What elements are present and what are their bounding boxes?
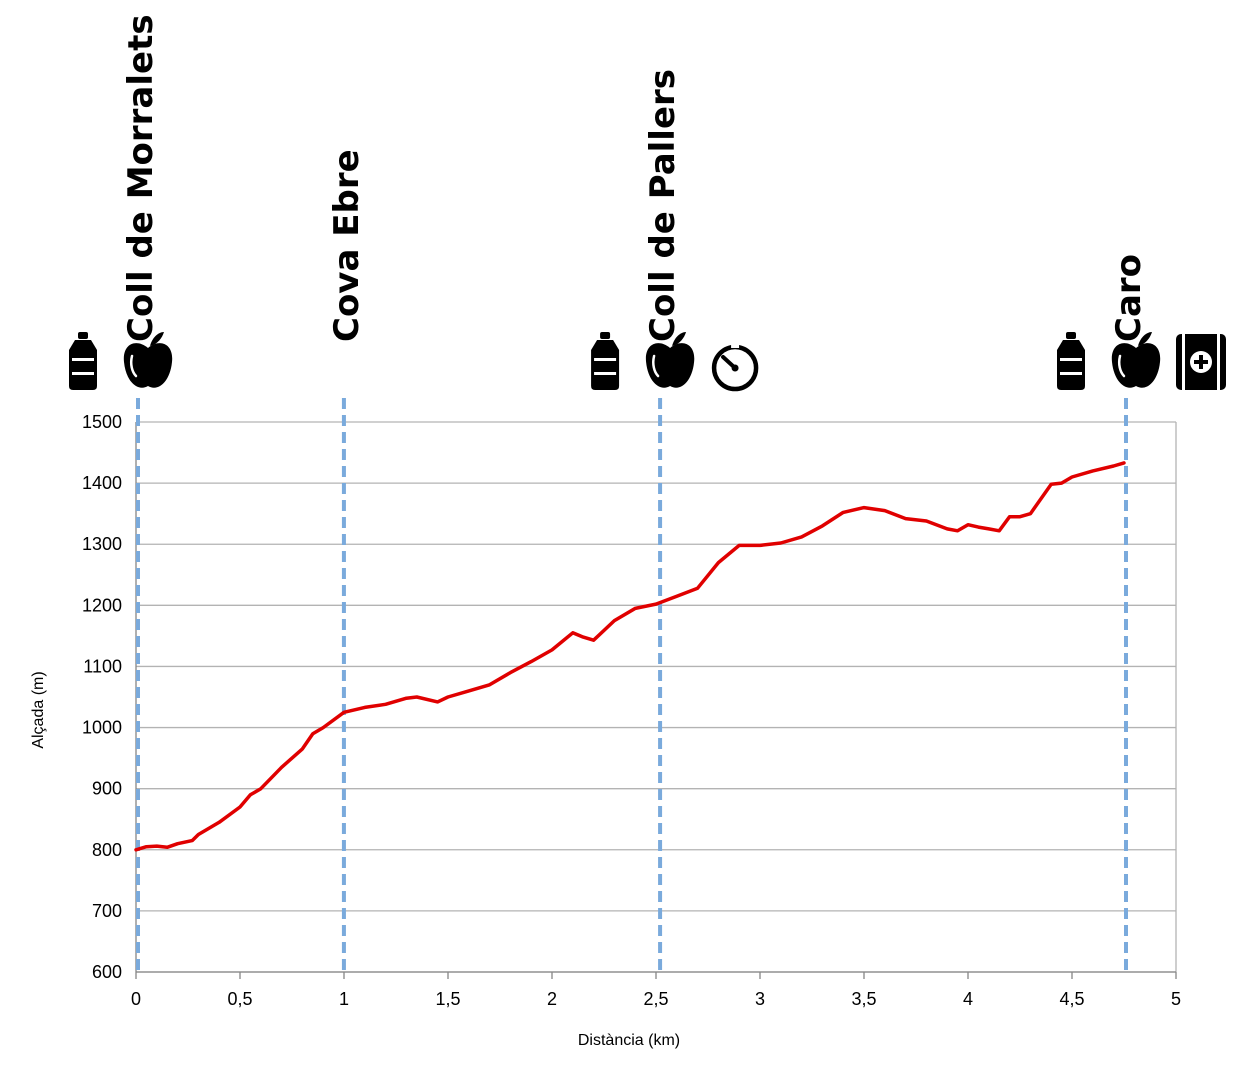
waypoint-icons xyxy=(69,332,1226,392)
x-tick-label: 3,5 xyxy=(851,989,876,1009)
x-tick-label: 2 xyxy=(547,989,557,1009)
waypoint-label: Coll de Morralets xyxy=(121,14,161,342)
x-tick-label: 4,5 xyxy=(1059,989,1084,1009)
waypoint-label: Cova Ebre xyxy=(327,149,367,342)
x-tick-label: 0,5 xyxy=(227,989,252,1009)
axes: 600 700 800 900 1000 1100 1200 1300 1400 1500 0 0,5… xyxy=(82,412,1181,1009)
y-tick-label: 700 xyxy=(92,901,122,921)
x-tick-label: 0 xyxy=(131,989,141,1009)
y-tick-label: 900 xyxy=(92,779,122,799)
y-tick-label: 600 xyxy=(92,962,122,982)
apple-icon xyxy=(1111,332,1161,388)
x-tick-label: 1,5 xyxy=(435,989,460,1009)
waypoint-label: Caro xyxy=(1109,254,1149,342)
y-tick-label: 1300 xyxy=(82,534,122,554)
waypoint-markers xyxy=(136,398,1128,972)
water-bottle-icon xyxy=(591,332,620,390)
y-tick-label: 1100 xyxy=(83,656,122,676)
x-tick-label: 1 xyxy=(339,989,349,1009)
water-bottle-icon xyxy=(69,332,97,390)
y-tick-label: 1400 xyxy=(82,473,122,493)
y-tick-label: 800 xyxy=(92,840,122,860)
x-tick-label: 4 xyxy=(963,989,973,1009)
series xyxy=(134,461,1126,852)
x-tick-label: 5 xyxy=(1171,989,1181,1009)
x-axis-title: Distància (km) xyxy=(578,1032,680,1049)
elevation-line xyxy=(134,461,1126,852)
x-tick-label: 2,5 xyxy=(643,989,668,1009)
y-tick-label: 1500 xyxy=(82,412,122,432)
gridlines xyxy=(136,421,1177,973)
apple-icon xyxy=(645,332,695,388)
y-axis-title: Alçada (m) xyxy=(30,671,47,748)
x-tick-label: 3 xyxy=(755,989,765,1009)
water-bottle-icon xyxy=(1057,332,1085,390)
y-tick-label: 1200 xyxy=(82,595,122,615)
waypoint-labels: Coll de Morralets Cova Ebre Coll de Paller… xyxy=(121,14,1149,342)
apple-icon xyxy=(123,332,173,388)
timer-icon xyxy=(711,342,759,392)
first-aid-icon xyxy=(1176,334,1226,390)
waypoint-label: Coll de Pallers xyxy=(643,69,683,342)
y-tick-label: 1000 xyxy=(82,718,122,738)
